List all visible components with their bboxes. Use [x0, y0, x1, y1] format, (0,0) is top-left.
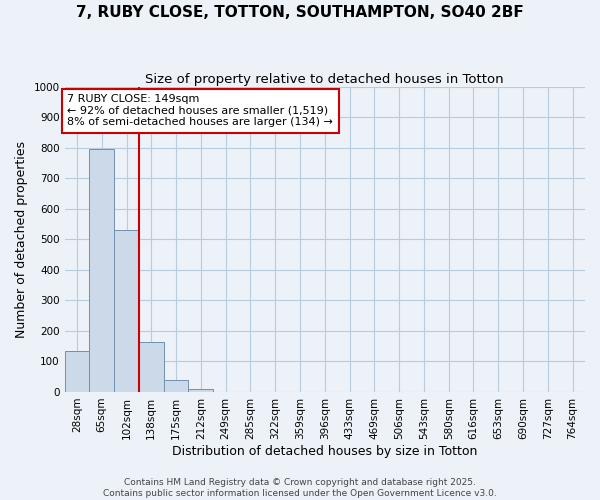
Bar [65, 350, 89, 392]
Text: Contains HM Land Registry data © Crown copyright and database right 2025.
Contai: Contains HM Land Registry data © Crown c… [103, 478, 497, 498]
Bar [188, 389, 213, 392]
Bar [139, 342, 164, 392]
Bar [114, 230, 139, 392]
Text: 7, RUBY CLOSE, TOTTON, SOUTHAMPTON, SO40 2BF: 7, RUBY CLOSE, TOTTON, SOUTHAMPTON, SO40… [76, 5, 524, 20]
Text: 7 RUBY CLOSE: 149sqm
← 92% of detached houses are smaller (1,519)
8% of semi-det: 7 RUBY CLOSE: 149sqm ← 92% of detached h… [67, 94, 333, 128]
Bar [164, 380, 188, 392]
Title: Size of property relative to detached houses in Totton: Size of property relative to detached ho… [145, 72, 504, 86]
X-axis label: Distribution of detached houses by size in Totton: Distribution of detached houses by size … [172, 444, 478, 458]
Bar [89, 150, 114, 392]
Y-axis label: Number of detached properties: Number of detached properties [15, 141, 28, 338]
